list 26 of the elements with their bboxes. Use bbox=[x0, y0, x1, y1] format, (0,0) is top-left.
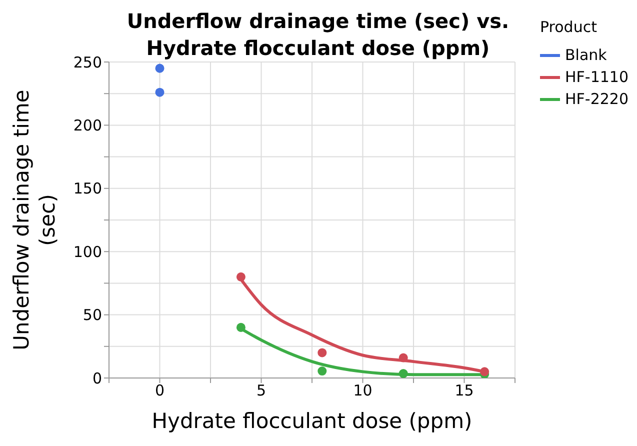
legend-title: Product bbox=[540, 18, 598, 36]
y-tick-label: 150 bbox=[73, 180, 102, 198]
point bbox=[236, 272, 246, 282]
point bbox=[480, 367, 490, 376]
point bbox=[236, 322, 246, 332]
point bbox=[398, 369, 408, 378]
point bbox=[155, 64, 164, 73]
y-tick-label: 50 bbox=[82, 306, 102, 324]
point bbox=[398, 353, 408, 362]
legend-label: HF-1110 bbox=[565, 68, 628, 86]
x-tick-label: 0 bbox=[154, 382, 165, 400]
y-tick-label: 250 bbox=[73, 53, 102, 72]
legend-label: Blank bbox=[565, 46, 607, 64]
y-tick-label: 0 bbox=[92, 369, 102, 388]
x-tick-label: 5 bbox=[256, 382, 266, 400]
x-tick-label: 15 bbox=[454, 382, 474, 400]
point bbox=[318, 366, 327, 376]
point bbox=[155, 88, 164, 97]
x-tick-label: 10 bbox=[353, 382, 372, 400]
chart-title: Underflow drainage time (sec) vs. Hydrate flocculant dose (ppm) bbox=[126, 8, 510, 62]
y-axis-title: Underflow drainage time (sec) bbox=[8, 90, 60, 350]
point bbox=[318, 348, 327, 358]
legend-label: HF-2220 bbox=[565, 90, 628, 108]
y-tick-label: 100 bbox=[73, 242, 102, 261]
y-tick-label: 200 bbox=[73, 116, 102, 135]
x-axis-title: Hydrate flocculant dose (ppm) bbox=[152, 409, 472, 433]
